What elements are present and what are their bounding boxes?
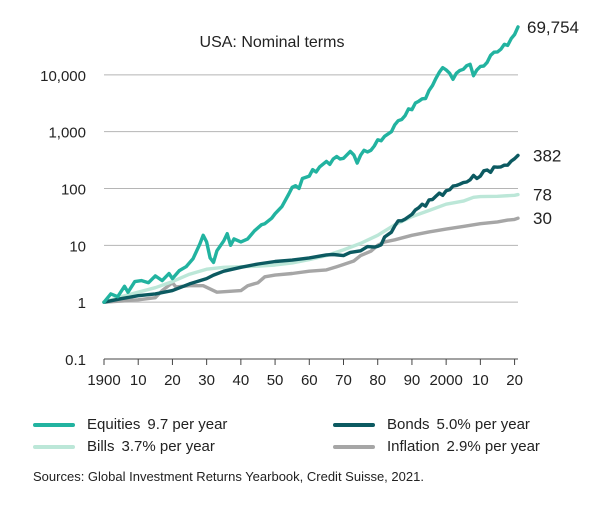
legend-item-inflation: Inflation 2.9% per year (333, 438, 540, 455)
legend-swatch-bonds (333, 422, 375, 427)
legend-swatch-equities (33, 422, 75, 427)
end-label-bills: 78 (533, 186, 552, 205)
x-tick-label: 2000 (429, 372, 462, 389)
legend-item-bills: Bills 3.7% per year (33, 438, 215, 455)
legend-label: Bonds (387, 416, 430, 433)
series-lines (102, 25, 520, 304)
legend-label: Bills (87, 438, 115, 455)
series-line-bonds (102, 153, 520, 304)
y-tick-label: 1,000 (48, 125, 86, 142)
x-tick-label: 70 (335, 372, 352, 389)
y-tick-label: 0.1 (65, 352, 86, 369)
y-tick-label: 10,000 (40, 68, 86, 85)
x-tick-label: 10 (472, 372, 489, 389)
y-tick-label: 100 (61, 182, 86, 199)
series-line-equities (102, 25, 520, 304)
legend-rate: 3.7% per year (121, 438, 215, 455)
legend-rate: 2.9% per year (446, 438, 540, 455)
legend-rate: 5.0% per year (436, 416, 530, 433)
legend-swatch-bills (33, 444, 75, 449)
x-tick-label: 80 (369, 372, 386, 389)
line-chart: 0.1 1 10 100 1,000 10,000 1900 10 20 30 40 50 60 70 80… (40, 18, 579, 389)
chart-title: USA: Nominal terms (200, 34, 345, 51)
legend-item-equities: Equities 9.7 per year (33, 416, 227, 433)
legend-label: Inflation (387, 438, 440, 455)
x-tick-label: 1900 (87, 372, 120, 389)
legend-swatch-inflation (333, 444, 375, 449)
x-tick-label: 20 (164, 372, 181, 389)
gridlines (104, 74, 518, 303)
x-tick-label: 90 (404, 372, 421, 389)
legend-label: Equities (87, 416, 141, 433)
source-note: Sources: Global Investment Returns Yearb… (33, 469, 424, 484)
end-label-bonds: 382 (533, 146, 561, 165)
legend-item-bonds: Bonds 5.0% per year (333, 416, 530, 433)
x-tick-label: 20 (506, 372, 523, 389)
y-tick-label: 10 (69, 238, 86, 255)
x-tick-label: 50 (267, 372, 284, 389)
x-tick-label: 40 (233, 372, 250, 389)
x-tick-label: 60 (301, 372, 318, 389)
y-tick-label: 1 (78, 295, 86, 312)
x-tick-label: 30 (198, 372, 215, 389)
end-labels: 69,754 382 78 30 (527, 18, 579, 228)
series-line-inflation (102, 216, 520, 304)
axes: 0.1 1 10 100 1,000 10,000 1900 10 20 30 40 50 60 70 80… (40, 68, 523, 389)
x-tick-label: 10 (130, 372, 147, 389)
end-label-equities: 69,754 (527, 18, 579, 37)
legend-rate: 9.7 per year (147, 416, 228, 433)
end-label-inflation: 30 (533, 209, 552, 228)
